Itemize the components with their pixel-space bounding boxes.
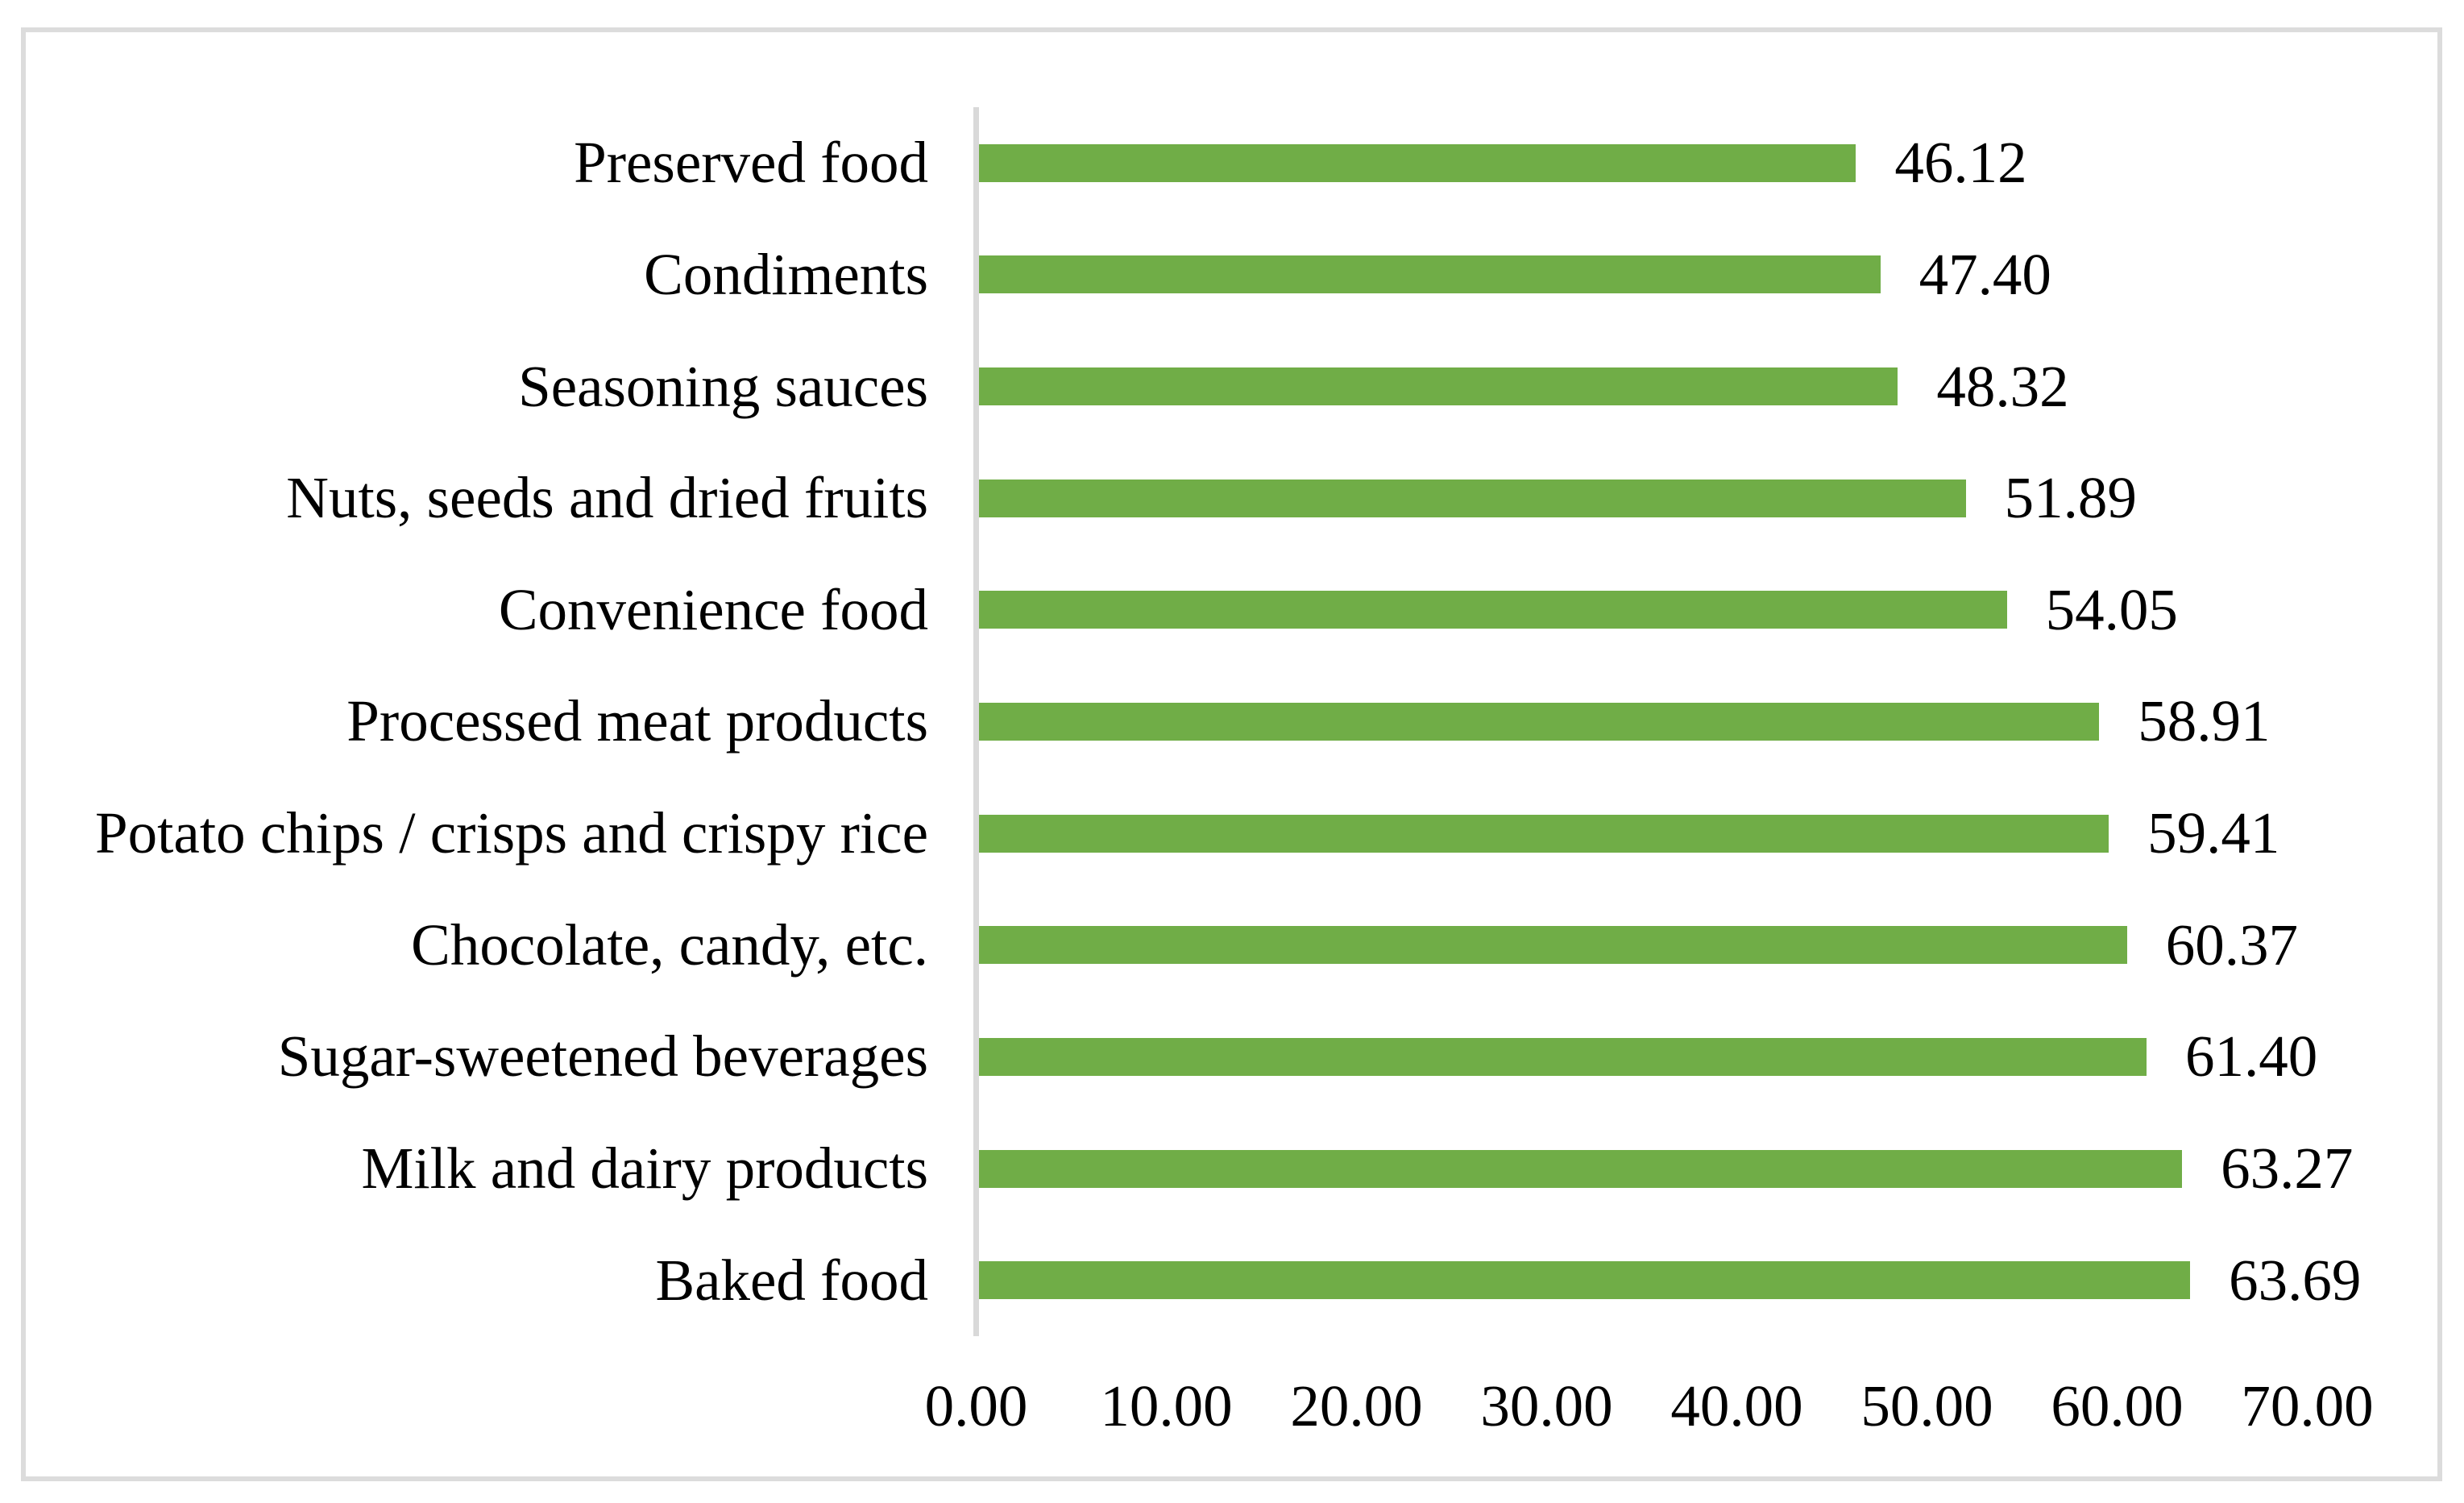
category-label: Potato chips / crisps and crispy rice bbox=[95, 800, 928, 866]
chart-frame: Preserved food 46.12 Condiments 47.40 Season… bbox=[21, 27, 2442, 1481]
value-label: 54.05 bbox=[2045, 576, 2178, 642]
bar bbox=[979, 1261, 2191, 1300]
bar bbox=[979, 926, 2127, 965]
category-label: Condiments bbox=[644, 241, 928, 307]
value-label: 46.12 bbox=[1894, 130, 2027, 196]
x-axis-tick-label: 60.00 bbox=[2051, 1373, 2184, 1439]
category-label: Chocolate, candy, etc. bbox=[411, 911, 928, 978]
x-axis-tick-label: 20.00 bbox=[1290, 1373, 1423, 1439]
value-label: 60.37 bbox=[2165, 911, 2298, 978]
value-label: 48.32 bbox=[1936, 353, 2069, 419]
bar bbox=[979, 479, 1966, 517]
category-label: Seasoning sauces bbox=[518, 353, 928, 419]
value-label: 58.91 bbox=[2138, 688, 2271, 754]
x-axis-tick-label: 30.00 bbox=[1480, 1373, 1613, 1439]
category-label: Preserved food bbox=[574, 130, 928, 196]
bar bbox=[979, 814, 2109, 853]
x-axis-tick-label: 40.00 bbox=[1670, 1373, 1803, 1439]
category-label: Baked food bbox=[655, 1247, 928, 1313]
bar bbox=[979, 255, 1881, 294]
value-label: 59.41 bbox=[2147, 800, 2280, 866]
x-axis-tick-label: 0.00 bbox=[924, 1373, 1028, 1439]
x-axis-tick-label: 70.00 bbox=[2241, 1373, 2374, 1439]
category-label: Milk and dairy products bbox=[361, 1136, 928, 1202]
bar bbox=[979, 1037, 2147, 1076]
category-label: Sugar-sweetened beverages bbox=[277, 1023, 928, 1090]
value-label: 47.40 bbox=[1919, 241, 2051, 307]
category-label: Processed meat products bbox=[346, 688, 928, 754]
value-label: 51.89 bbox=[2004, 465, 2137, 531]
value-label: 63.27 bbox=[2221, 1136, 2354, 1202]
bar bbox=[979, 143, 1856, 182]
category-label: Convenience food bbox=[498, 576, 928, 642]
bar bbox=[979, 591, 2007, 629]
category-label: Nuts, seeds and dried fruits bbox=[286, 465, 928, 531]
y-axis-line bbox=[973, 107, 979, 1336]
x-axis-tick-label: 10.00 bbox=[1100, 1373, 1233, 1439]
bar-chart-plot-area: Preserved food 46.12 Condiments 47.40 Season… bbox=[26, 32, 2437, 1476]
bar bbox=[979, 703, 2100, 741]
bar bbox=[979, 1149, 2183, 1188]
value-label: 63.69 bbox=[2229, 1247, 2362, 1313]
value-label: 61.40 bbox=[2185, 1023, 2318, 1090]
x-axis-tick-label: 50.00 bbox=[1860, 1373, 1993, 1439]
bar bbox=[979, 367, 1898, 406]
